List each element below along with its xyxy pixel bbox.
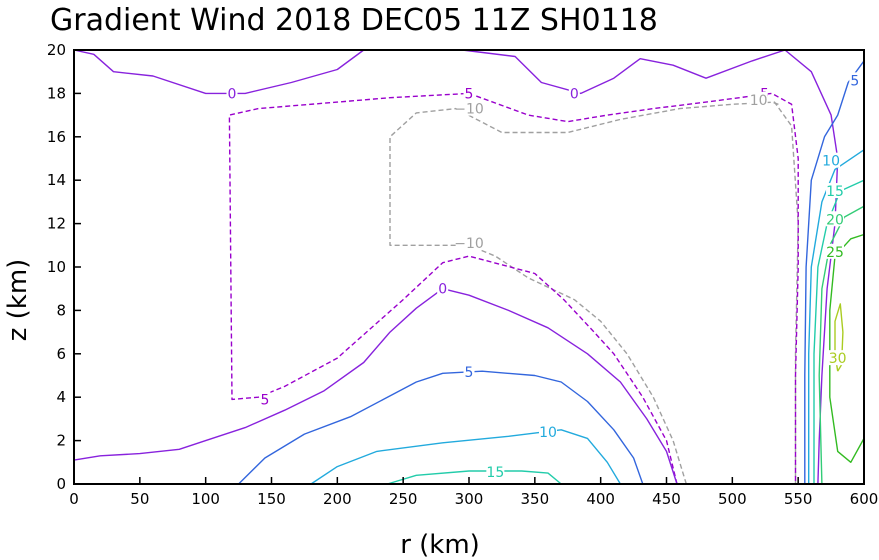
y-tick-label: 10 bbox=[47, 258, 66, 276]
x-tick-label: 100 bbox=[191, 490, 220, 508]
contour-label-bg bbox=[828, 350, 847, 366]
y-tick-label: 16 bbox=[47, 128, 66, 146]
x-axis-label: r (km) bbox=[400, 530, 480, 560]
contour-line-level-0-3 bbox=[73, 288, 678, 485]
contour-label: 15 bbox=[826, 184, 844, 200]
contour-line-level-5-6 bbox=[804, 60, 865, 484]
y-tick-label: 6 bbox=[56, 345, 66, 363]
contour-label: 5 bbox=[260, 392, 269, 408]
y-tick-label: 20 bbox=[47, 41, 66, 59]
contour-label: 10 bbox=[750, 93, 768, 109]
x-tick-label: 550 bbox=[784, 490, 813, 508]
contour-line-level-15-10 bbox=[813, 179, 865, 484]
y-tick-label: 18 bbox=[47, 84, 66, 102]
x-tick-label: 200 bbox=[323, 490, 352, 508]
contour-label: 0 bbox=[570, 86, 579, 102]
contour-label-bg bbox=[568, 85, 580, 101]
contour-line-level-5-5 bbox=[238, 370, 644, 485]
contour-label-bg bbox=[456, 235, 482, 251]
contour-label-bg bbox=[826, 211, 845, 227]
x-tick-label: 500 bbox=[718, 490, 747, 508]
contour-label-bg bbox=[259, 391, 271, 407]
contour-label-bg bbox=[463, 85, 475, 101]
contour-label: 30 bbox=[829, 351, 847, 367]
contour-label: 10 bbox=[822, 154, 840, 170]
contour-label-bg bbox=[437, 280, 449, 296]
contour-label-bg bbox=[456, 100, 482, 116]
contour-label: 0 bbox=[228, 86, 237, 102]
contour-label: 0 bbox=[438, 282, 447, 298]
chart-title: Gradient Wind 2018 DEC05 11Z SH0118 bbox=[50, 3, 658, 38]
x-tick-label: 50 bbox=[130, 490, 149, 508]
contour-label-bg bbox=[749, 91, 768, 107]
x-tick-label: 300 bbox=[455, 490, 484, 508]
contour-label-bg bbox=[826, 183, 845, 199]
x-axis: 0 50 100 150 200 250 300 350 400 450 500 550 600 bbox=[69, 477, 878, 508]
x-tick-label: 350 bbox=[521, 490, 550, 508]
contour-label-bg bbox=[849, 72, 861, 88]
contour-line-level-neg10-0 bbox=[389, 101, 799, 485]
contour-label: 10 bbox=[539, 425, 557, 441]
contour-label-bg bbox=[463, 364, 475, 380]
contour-label-bg bbox=[826, 243, 845, 259]
contour-label: 5 bbox=[465, 86, 474, 102]
contour-label-bg bbox=[822, 152, 841, 168]
contour-label: 5 bbox=[850, 73, 859, 89]
contour-line-level-20-11 bbox=[818, 205, 865, 485]
y-tick-label: 12 bbox=[47, 215, 66, 233]
y-tick-label: 8 bbox=[56, 301, 66, 319]
contour-label: −10 bbox=[454, 102, 484, 118]
y-tick-label: 0 bbox=[56, 475, 66, 493]
x-tick-label: 400 bbox=[586, 490, 615, 508]
contour-line-level-neg10-1 bbox=[771, 101, 779, 105]
y-axis-label: z (km) bbox=[3, 259, 33, 342]
contour-label: 15 bbox=[486, 465, 504, 481]
x-tick-label: 0 bbox=[69, 490, 79, 508]
contour-line-level-10-7 bbox=[310, 429, 621, 485]
contour-line-level-neg5-2 bbox=[228, 92, 799, 485]
y-tick-label: 14 bbox=[47, 171, 66, 189]
x-tick-label: 450 bbox=[652, 490, 681, 508]
contour-label: 25 bbox=[826, 245, 844, 261]
contour-label-bg bbox=[486, 464, 505, 480]
contour-label: 20 bbox=[826, 212, 844, 228]
x-tick-label: 600 bbox=[850, 490, 879, 508]
y-tick-label: 2 bbox=[56, 432, 66, 450]
y-tick-label: 4 bbox=[56, 388, 66, 406]
y-axis: 0 2 4 6 8 10 12 14 16 18 20 bbox=[47, 41, 81, 493]
contour-label: 5 bbox=[465, 365, 474, 381]
contour-label-bg bbox=[226, 85, 238, 101]
contour-label-bg bbox=[539, 423, 557, 439]
contour-label: −10 bbox=[454, 236, 484, 252]
x-tick-label: 250 bbox=[389, 490, 418, 508]
x-tick-label: 150 bbox=[257, 490, 286, 508]
